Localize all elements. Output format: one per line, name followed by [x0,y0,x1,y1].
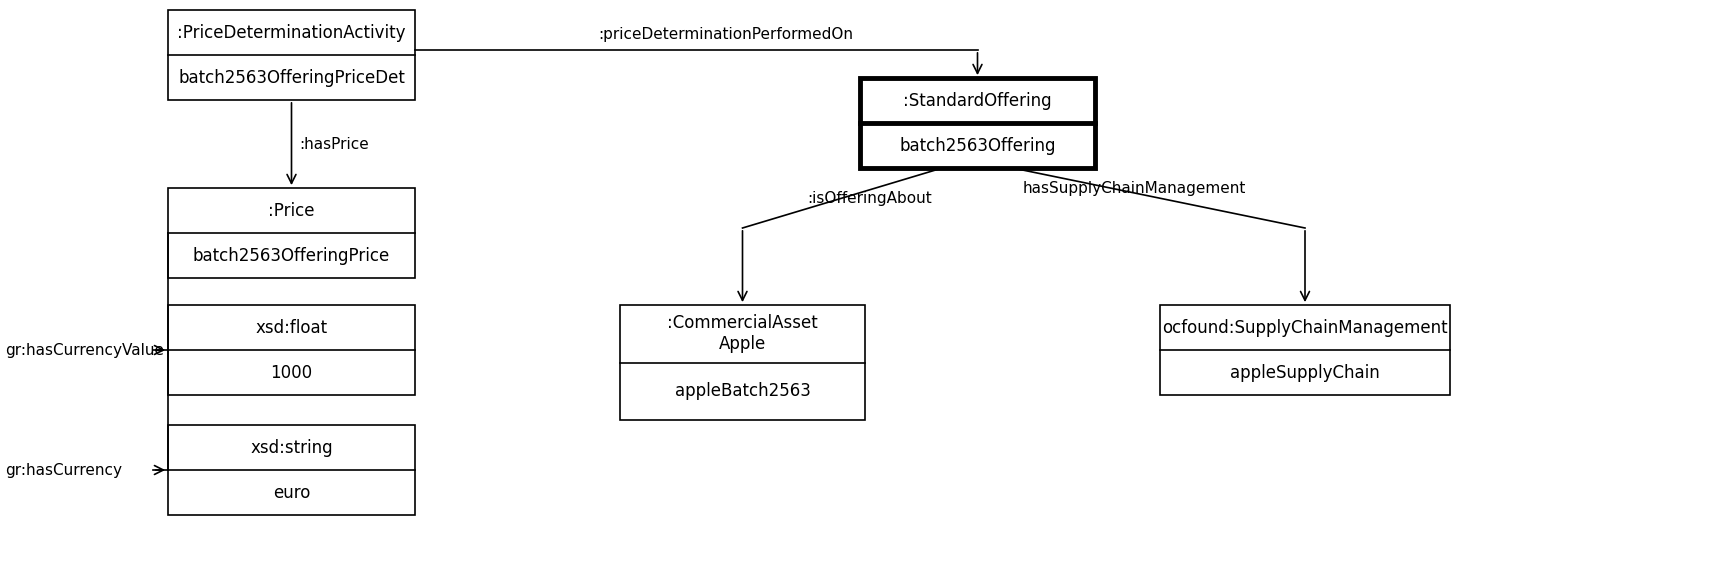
Text: gr:hasCurrencyValue: gr:hasCurrencyValue [5,343,163,357]
Bar [620,305,866,420]
Text: xsd:float: xsd:float [255,319,327,337]
Text: euro: euro [274,484,310,502]
Text: xsd:string: xsd:string [250,439,332,457]
Bar [169,188,415,278]
Text: gr:hasCurrency: gr:hasCurrency [5,462,122,477]
Text: :Price: :Price [268,201,315,219]
Bar [1160,305,1451,395]
Text: hasSupplyChainManagement: hasSupplyChainManagement [1022,181,1246,195]
Text: :priceDeterminationPerformedOn: :priceDeterminationPerformedOn [599,27,854,42]
Text: ocfound:SupplyChainManagement: ocfound:SupplyChainManagement [1162,319,1447,337]
Bar [169,305,415,395]
Text: :isOfferingAbout: :isOfferingAbout [807,191,933,205]
Text: :StandardOffering: :StandardOffering [904,91,1052,109]
Bar [860,78,1095,168]
Text: 1000: 1000 [270,364,313,381]
Bar [169,10,415,100]
Text: :hasPrice: :hasPrice [299,136,370,151]
Text: batch2563OfferingPriceDet: batch2563OfferingPriceDet [177,68,404,86]
Text: :CommercialAsset
Apple: :CommercialAsset Apple [668,314,817,353]
Bar [169,425,415,515]
Text: appleSupplyChain: appleSupplyChain [1231,364,1380,381]
Text: appleBatch2563: appleBatch2563 [675,382,811,400]
Text: batch2563OfferingPrice: batch2563OfferingPrice [193,246,391,264]
Text: :PriceDeterminationActivity: :PriceDeterminationActivity [177,24,406,42]
Text: batch2563Offering: batch2563Offering [900,136,1055,154]
